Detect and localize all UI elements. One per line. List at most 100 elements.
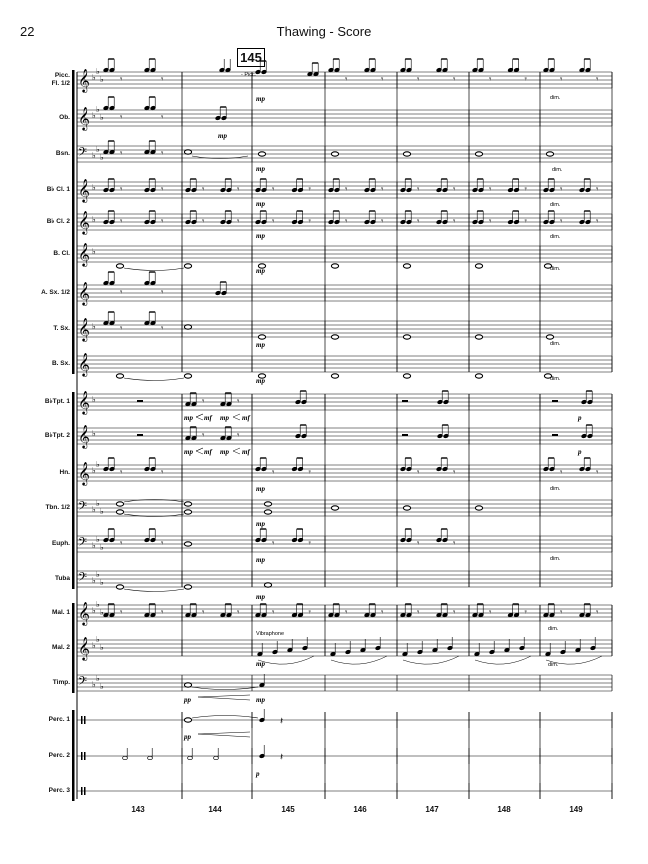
eighth-rest: 𝄾: [202, 607, 205, 617]
key-flat: ♭: [92, 541, 96, 550]
instrument-label-line: B. Sx.: [51, 360, 70, 367]
instrument-label-line: Perc. 3: [48, 787, 70, 794]
half-rest: [137, 434, 143, 436]
dim-marking: dim.: [550, 95, 561, 101]
eighth-rest: 𝄾: [345, 607, 348, 617]
eighth-rest: 𝄾: [453, 184, 456, 194]
key-flat: ♭: [100, 75, 104, 84]
dynamic-marking: mp: [256, 377, 265, 385]
instrument-label-line: Mal. 1: [51, 609, 70, 616]
measure-number: 143: [131, 805, 145, 814]
eighth-rest: 𝄾: [237, 184, 240, 194]
staff: 𝄢 ♭♭♭: [77, 570, 613, 588]
eighth-rest: 𝄾: [309, 184, 312, 194]
dynamic-marking: p: [577, 448, 582, 456]
staff: 𝄢 ♭♭♭: [77, 674, 613, 692]
percussion-clef: [84, 752, 86, 760]
instrument-label: B♭Tpt. 1: [4, 398, 70, 406]
eighth-rest: 𝄾: [381, 74, 384, 84]
key-flat: ♭: [92, 111, 96, 120]
treble-clef: 𝄞: [78, 242, 90, 267]
key-flat: ♭: [92, 576, 96, 585]
whole-note: [115, 509, 125, 515]
treble-clef: 𝄞: [78, 178, 90, 203]
eighth-rest: 𝄾: [525, 607, 528, 617]
notehead: [147, 755, 153, 761]
key-flat: ♭: [100, 113, 104, 122]
staff: [77, 783, 613, 799]
treble-clef: 𝄞: [78, 210, 90, 235]
key-flat: ♭: [92, 606, 96, 615]
dynamic-marking: mf: [204, 414, 212, 422]
instrument-label-line: Perc. 2: [48, 752, 70, 759]
whole-note: [257, 151, 267, 157]
bass-clef: 𝄢: [78, 675, 87, 691]
eighth-rest: 𝄾: [596, 184, 599, 194]
eighth-rest: 𝄾: [560, 607, 563, 617]
staff: 𝄞 ♭: [77, 242, 613, 267]
whole-note: [474, 373, 484, 379]
eighth-rest: 𝄾: [596, 467, 599, 477]
eighth-rest: 𝄾: [120, 287, 123, 297]
tie: [123, 499, 185, 503]
whole-note: [545, 334, 555, 340]
slur: [330, 655, 388, 665]
instrument-label-line: A. Sx. 1/2: [41, 289, 70, 296]
whole-note: [115, 373, 125, 379]
eighth-rest: 𝄾: [489, 216, 492, 226]
half-rest: [137, 400, 143, 402]
dynamic-marking: mp: [256, 696, 265, 704]
treble-clef: 𝄞: [78, 68, 90, 93]
eighth-rest: 𝄾: [453, 74, 456, 84]
eighth-rest: 𝄾: [120, 112, 123, 122]
tie: [191, 715, 259, 719]
whole-note: [474, 263, 484, 269]
page-number: 22: [20, 24, 35, 39]
whole-note: [330, 334, 340, 340]
key-flat: ♭: [96, 499, 100, 508]
eighth-rest: 𝄾: [417, 216, 420, 226]
dynamic-marking: pp: [183, 733, 192, 741]
crescendo-hairpin: [197, 694, 251, 701]
whole-note: [402, 505, 412, 511]
key-flat: ♭: [92, 505, 96, 514]
eighth-rest: 𝄾: [272, 216, 275, 226]
eighth-rest: 𝄾: [596, 607, 599, 617]
key-flat: ♭: [92, 466, 96, 475]
notehead: [213, 755, 219, 761]
dynamic-marking: mp: [256, 660, 265, 668]
dynamic-marking: mp: [218, 132, 227, 140]
eighth-rest: 𝄾: [525, 74, 528, 84]
crescendo-hairpin: [195, 447, 204, 455]
instrument-label-line: Tbn. 1/2: [45, 504, 70, 511]
dynamic-marking: mf: [242, 414, 250, 422]
tie: [123, 513, 185, 517]
eighth-rest: 𝄾: [161, 112, 164, 122]
eighth-rest: 𝄾: [417, 538, 420, 548]
whole-note: [115, 584, 125, 590]
dynamic-marking: pp: [183, 696, 192, 704]
whole-note: [183, 717, 193, 723]
instrument-label: B♭ Cl. 1: [4, 186, 70, 194]
staff: 𝄢 ♭♭♭: [77, 535, 613, 553]
eighth-rest: 𝄾: [161, 216, 164, 226]
eighth-rest: 𝄾: [417, 607, 420, 617]
key-flat: ♭: [100, 643, 104, 652]
eighth-rest: 𝄾: [453, 216, 456, 226]
instrument-label: Perc. 3: [4, 787, 70, 795]
whole-note: [257, 334, 267, 340]
key-flat: ♭: [92, 215, 96, 224]
whole-note: [263, 501, 273, 507]
instrument-label-line: B♭ Cl. 2: [46, 218, 70, 225]
eighth-rest: 𝄾: [417, 184, 420, 194]
instrument-label: Mal. 1: [4, 609, 70, 617]
eighth-rest: 𝄾: [417, 74, 420, 84]
staff: [77, 748, 613, 764]
eighth-rest: 𝄾: [120, 607, 123, 617]
eighth-rest: 𝄾: [202, 430, 205, 440]
treble-clef: 𝄞: [78, 281, 90, 306]
dynamic-marking: mp: [256, 267, 265, 275]
instrument-label: Euph.: [4, 540, 70, 548]
instrument-label-line: Picc.: [54, 72, 70, 79]
